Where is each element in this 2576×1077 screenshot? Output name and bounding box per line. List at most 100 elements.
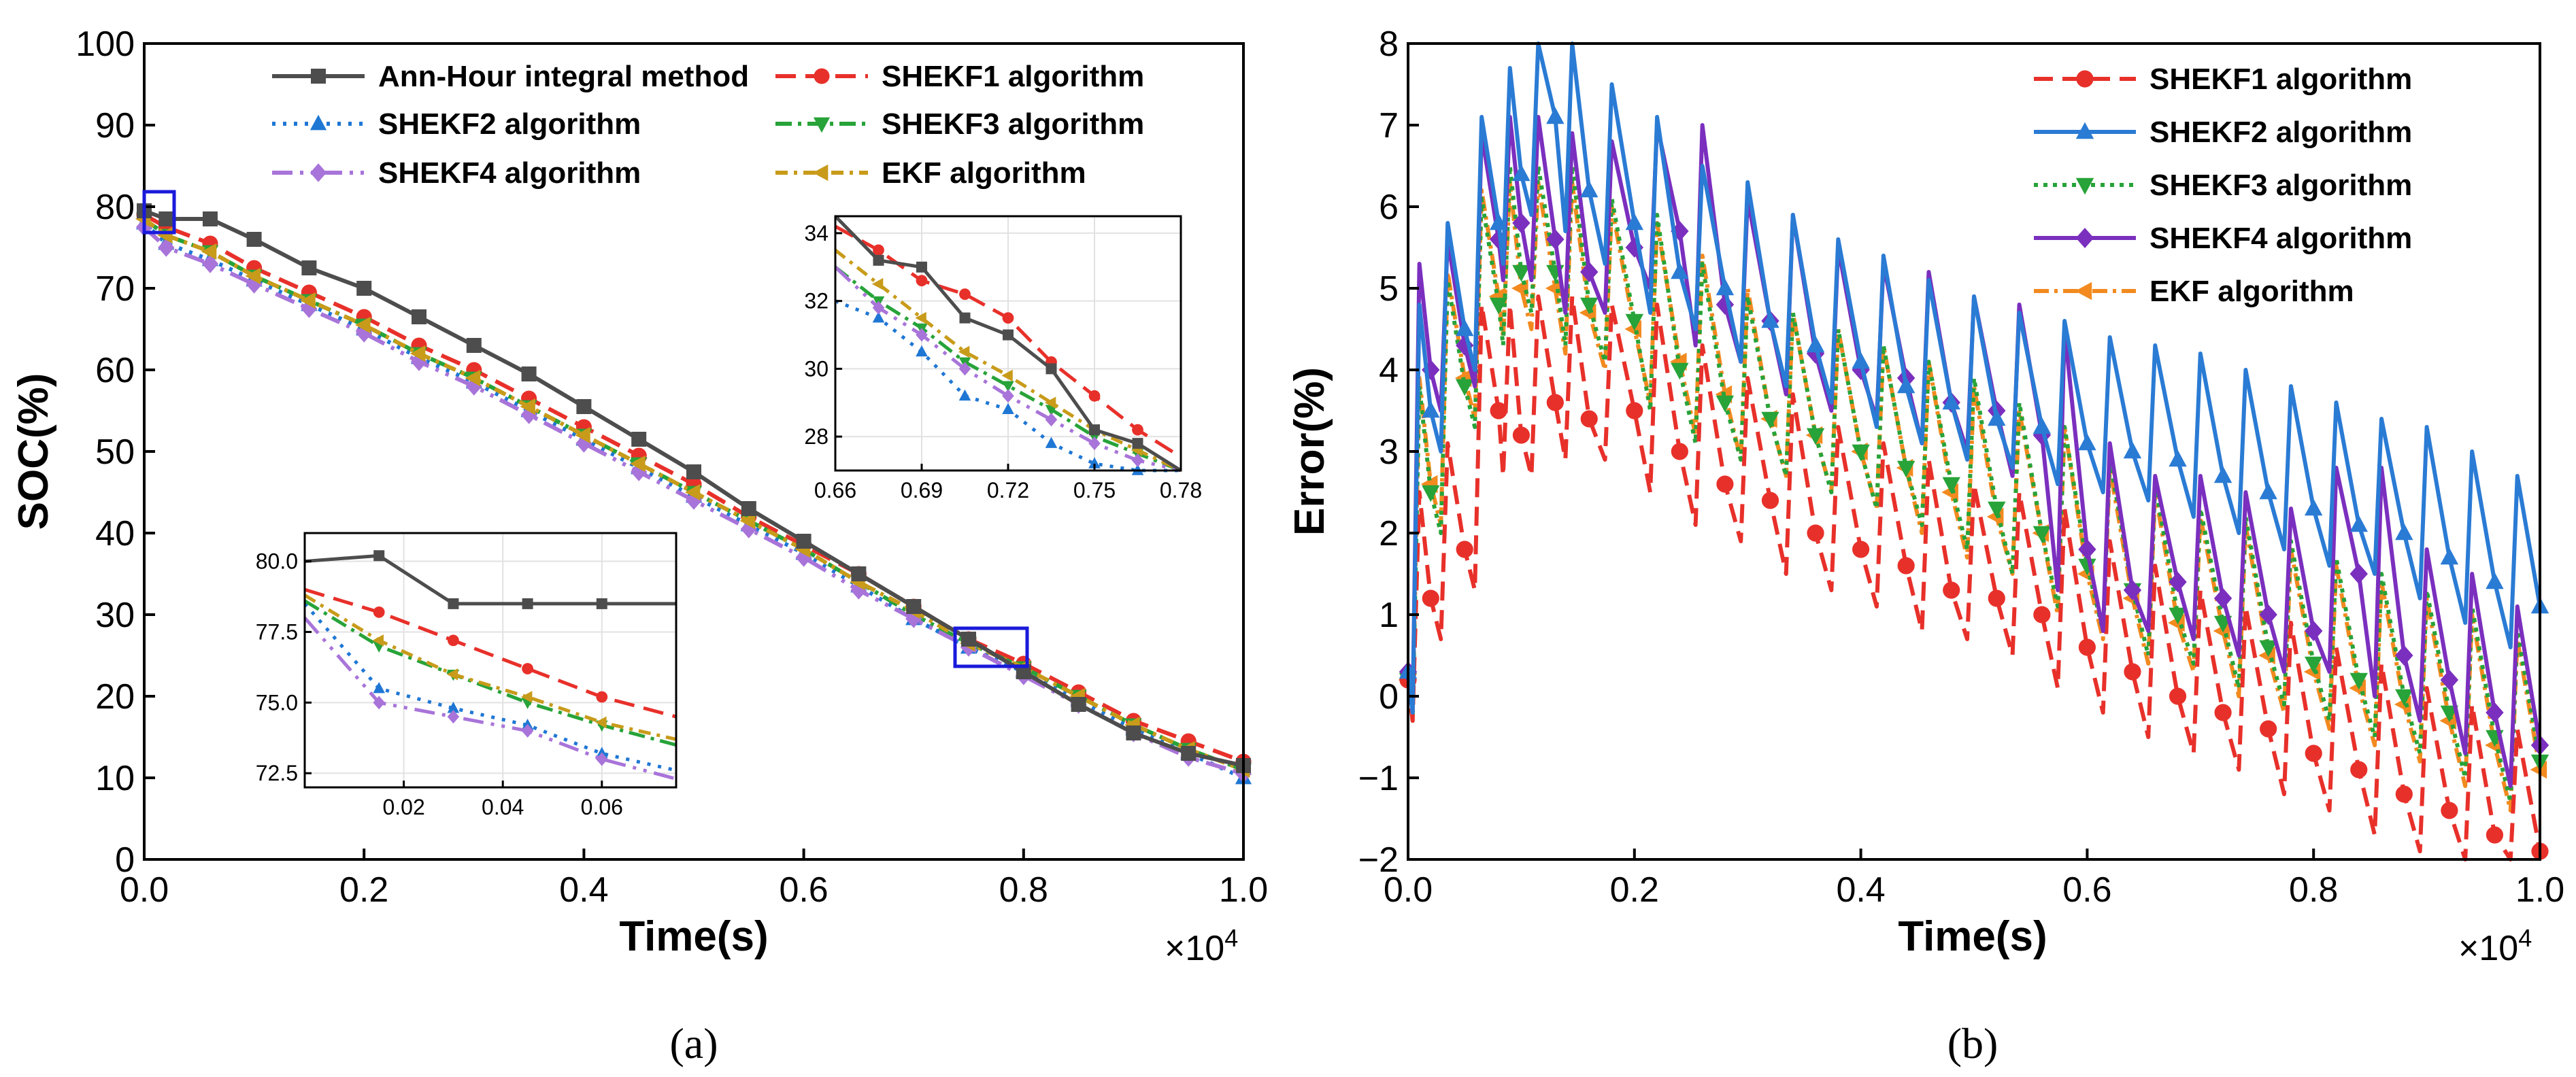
- inset-point: [373, 550, 385, 562]
- inset-y-tick-label: 34: [804, 221, 829, 245]
- point-shekf3-algorithm: [1580, 297, 1599, 315]
- inset-point: [916, 328, 928, 342]
- point-shekf3-algorithm: [2395, 689, 2413, 706]
- inset-point: [448, 634, 459, 647]
- point-shekf4-algorithm: [2123, 580, 2142, 600]
- point-shekf4-algorithm: [158, 238, 175, 257]
- inset-x-tick-label: 0.02: [382, 795, 424, 819]
- point-ann-hour-integral-method: [412, 309, 426, 324]
- legend-label: SHEKF4 algorithm: [378, 156, 641, 190]
- point-shekf3-algorithm: [1422, 485, 1440, 502]
- y-tick-label: 90: [95, 106, 135, 146]
- inset-series-ekf-algorithm: [303, 594, 677, 741]
- point-shekf2-algorithm: [1512, 164, 1530, 182]
- inset-point: [916, 275, 928, 287]
- y-tick-label: 4: [1379, 351, 1399, 390]
- inset-frame: [303, 532, 678, 789]
- series-ann-hour-integral-method: [137, 203, 1251, 773]
- y-tick-label: 0: [1379, 677, 1399, 717]
- legend-item-shekf1-algorithm: SHEKF1 algorithm: [2034, 63, 2412, 96]
- y-tick-label: 8: [1379, 24, 1399, 64]
- inset-background: [305, 533, 676, 787]
- y-tick-label: 5: [1379, 269, 1399, 309]
- inset-line: [303, 594, 677, 741]
- point-shekf3-algorithm: [1671, 362, 1689, 380]
- inset-bottom-left: 0.02 0.04 0.06 72.5 75.0 77.5 80.0: [256, 532, 678, 819]
- y-tick-label: 0: [115, 840, 135, 880]
- legend-item-shekf3-algorithm: SHEKF3 algorithm: [775, 107, 1144, 141]
- legend-label: SHEKF1 algorithm: [2150, 63, 2412, 96]
- inset-point: [1089, 424, 1100, 436]
- inset-point: [1088, 457, 1101, 468]
- inset-point: [596, 691, 608, 703]
- point-shekf1-algorithm: [2260, 720, 2277, 738]
- line-shekf4-algorithm: [142, 225, 1244, 776]
- point-shekf4-algorithm: [1580, 262, 1599, 282]
- point-shekf1-algorithm: [2124, 663, 2141, 681]
- point-shekf4-algorithm: [2440, 670, 2459, 690]
- point-shekf1-algorithm: [2350, 761, 2368, 779]
- legend-marker: [2075, 122, 2094, 139]
- x-tick-label: 0.2: [339, 870, 388, 910]
- point-shekf4-algorithm: [2305, 621, 2323, 641]
- point-shekf3-algorithm: [1896, 460, 1916, 478]
- legend-marker: [2075, 281, 2092, 301]
- zoom-box-start: [142, 190, 176, 235]
- legend-marker: [2075, 228, 2094, 248]
- inset-point: [959, 312, 971, 324]
- inset-x-tick-label: 0.72: [987, 478, 1029, 502]
- legend-marker: [2076, 70, 2094, 88]
- point-shekf2-algorithm: [1942, 392, 1960, 410]
- inset-series-shekf1-algorithm: [834, 224, 1182, 459]
- point-ann-hour-integral-method: [202, 211, 218, 226]
- inset-series-shekf4-algorithm: [303, 617, 677, 781]
- point-shekf2-algorithm: [2033, 417, 2052, 434]
- inset-point: [522, 663, 533, 674]
- inset-point: [447, 710, 460, 724]
- legend-marker: [2075, 177, 2094, 195]
- point-shekf2-algorithm: [2349, 515, 2368, 532]
- point-shekf2-algorithm: [2305, 498, 2323, 516]
- inset-point: [1045, 413, 1058, 427]
- inset-y-tick-label: 75.0: [256, 690, 298, 715]
- point-ann-hour-integral-method: [1126, 725, 1141, 740]
- point-ekf-algorithm: [355, 316, 371, 334]
- point-shekf4-algorithm: [246, 275, 263, 294]
- point-ann-hour-integral-method: [576, 399, 592, 414]
- inset-point: [1132, 424, 1143, 436]
- point-shekf1-algorithm: [1943, 581, 1960, 599]
- point-shekf1-algorithm: [1761, 492, 1779, 509]
- point-shekf3-algorithm: [1761, 411, 1779, 429]
- inset-x-tick-label: 0.78: [1160, 478, 1202, 502]
- inset-point: [1088, 390, 1101, 402]
- point-shekf2-algorithm: [2169, 449, 2187, 467]
- panel-b-x-multiplier: ×104: [2458, 924, 2532, 968]
- inset-point: [521, 691, 533, 703]
- point-shekf4-algorithm: [1512, 213, 1530, 233]
- point-shekf1-algorithm: [1626, 402, 1643, 420]
- point-shekf2-algorithm: [2123, 441, 2142, 459]
- point-shekf3-algorithm: [2305, 656, 2323, 674]
- line-shekf3-algorithm: [1406, 164, 2542, 804]
- inset-point: [1002, 381, 1014, 392]
- inset-point: [447, 702, 460, 713]
- x-tick-label: 0.4: [559, 870, 608, 910]
- y-tick-label: 10: [95, 759, 135, 798]
- point-shekf3-algorithm: [1988, 501, 2006, 519]
- inset-x-tick-label: 0.06: [581, 795, 623, 819]
- inset-point: [1003, 329, 1014, 341]
- point-shekf1-algorithm: [1852, 541, 1870, 558]
- point-shekf1-algorithm: [1897, 557, 1915, 575]
- x-tick-label: 0.6: [2062, 870, 2111, 910]
- inset-x-tick-label: 0.69: [901, 478, 943, 502]
- point-shekf3-algorithm: [1625, 313, 1643, 331]
- x-tick-label: 0.8: [999, 870, 1048, 910]
- x-tick-label: 0.0: [1384, 870, 1433, 910]
- y-tick-label: 100: [76, 24, 135, 64]
- point-ann-hour-integral-method: [906, 599, 922, 614]
- inset-point: [1002, 389, 1014, 403]
- point-shekf4-algorithm: [520, 405, 537, 424]
- inset-y-tick-label: 30: [804, 356, 829, 381]
- legend-item-shekf1-algorithm: SHEKF1 algorithm: [775, 60, 1144, 93]
- legend-item-shekf3-algorithm: SHEKF3 algorithm: [2034, 169, 2412, 202]
